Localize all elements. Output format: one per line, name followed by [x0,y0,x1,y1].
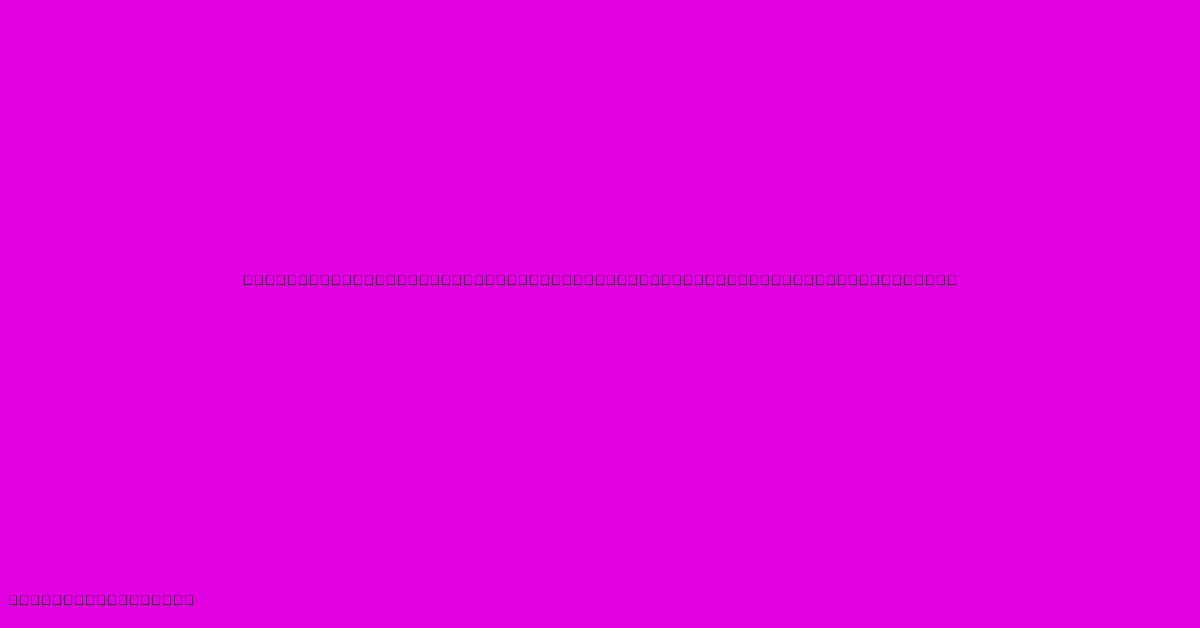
centered-content-area: 󿿿󿿿󿿿󿿿󿿿󿿿󿿿󿿿󿿿󿿿󿿿󿿿󿿿󿿿󿿿󿿿󿿿󿿿󿿿󿿿󿿿󿿿󿿿󿿿󿿿󿿿󿿿󿿿󿿿󿿿󿿿󿿿󿿿󿿿󿿿󿿿󿿿󿿿󿿿󿿿… [0,0,1200,560]
bottom-placeholder-text: 󿿿󿿿󿿿󿿿󿿿󿿿󿿿󿿿󿿿󿿿󿿿󿿿󿿿󿿿󿿿󿿿󿿿 [8,592,195,608]
centered-placeholder-text: 󿿿󿿿󿿿󿿿󿿿󿿿󿿿󿿿󿿿󿿿󿿿󿿿󿿿󿿿󿿿󿿿󿿿󿿿󿿿󿿿󿿿󿿿󿿿󿿿󿿿󿿿󿿿󿿿󿿿󿿿󿿿󿿿󿿿󿿿󿿿󿿿󿿿󿿿󿿿󿿿… [243,272,958,288]
